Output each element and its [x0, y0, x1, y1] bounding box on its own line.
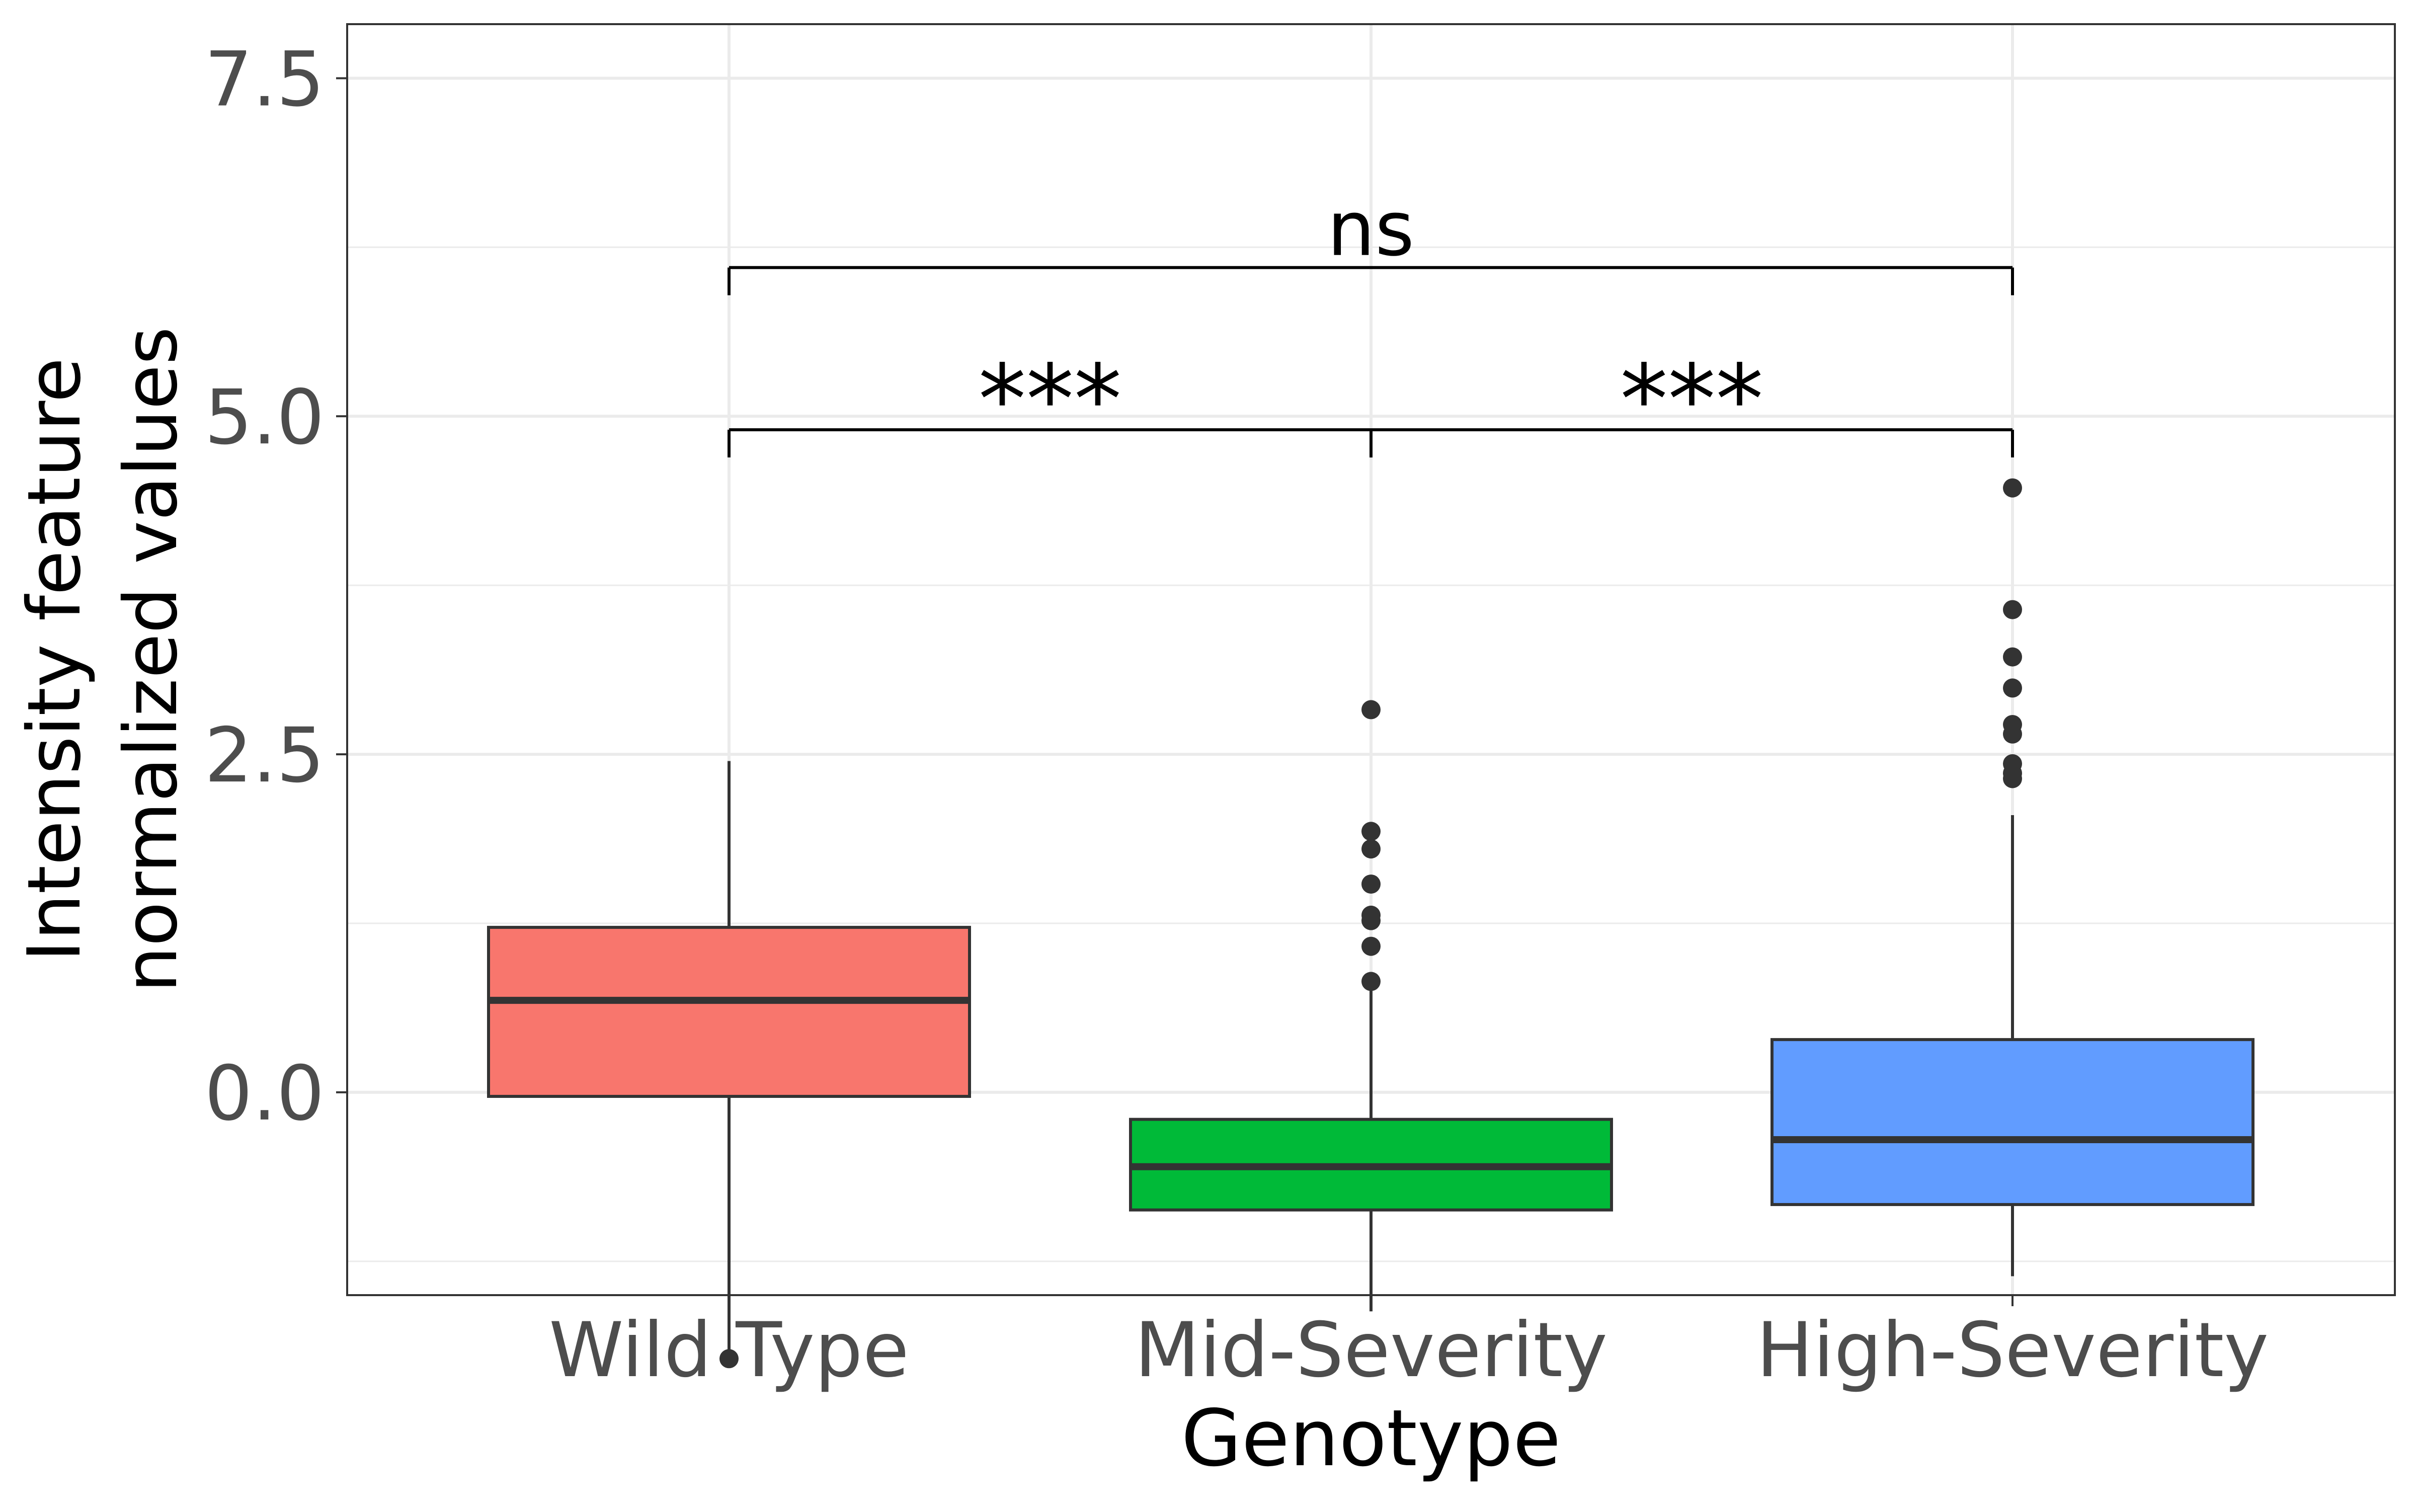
- y-tick-label: 0.0: [204, 1050, 325, 1138]
- x-axis-title: Genotype: [1181, 1393, 1561, 1484]
- box-group: [487, 761, 971, 1369]
- significance-brackets: *** *** ns: [728, 186, 2014, 458]
- x-tick-label: High-Severity: [1756, 1307, 2269, 1394]
- significance-label: ns: [1327, 186, 1414, 273]
- outlier-point: [2003, 754, 2022, 773]
- y-tick-label: 5.0: [204, 374, 325, 461]
- outlier-point: [1361, 839, 1381, 859]
- outlier-point: [2003, 600, 2022, 619]
- outlier-point: [1361, 936, 1381, 956]
- box-body: [487, 926, 971, 1098]
- y-tick-label: 2.5: [204, 712, 325, 800]
- outlier-point: [2003, 478, 2022, 498]
- x-tick-label: Mid-Severity: [1135, 1307, 1607, 1394]
- x-tick-label: Wild Type: [549, 1307, 909, 1394]
- box-body: [1770, 1038, 2255, 1206]
- outlier-point: [2003, 647, 2022, 667]
- outlier-point: [1361, 905, 1381, 925]
- box-layer: [487, 478, 2255, 1369]
- outlier-point: [1361, 874, 1381, 894]
- y-axis-title-line-1: Intensity feature: [12, 358, 97, 962]
- box-group: [1129, 700, 1613, 1312]
- outlier-point: [1361, 822, 1381, 841]
- significance-bracket: ns: [728, 186, 2014, 295]
- outlier-point: [719, 1349, 739, 1369]
- y-tick-label: 7.5: [204, 36, 325, 123]
- significance-bracket: ***: [1370, 344, 2014, 458]
- significance-label: ***: [979, 344, 1122, 455]
- outlier-point: [2003, 678, 2022, 698]
- significance-bracket: ***: [728, 344, 1373, 458]
- box-group: [1770, 478, 2255, 1277]
- outlier-point: [1361, 700, 1381, 720]
- outlier-point: [1361, 972, 1381, 991]
- y-axis-title-line-2: normalized values: [109, 327, 194, 992]
- axis-layer: 0.0 2.5 5.0 7.5 Wild Type Mid-Severity High-Se…: [204, 36, 2269, 1394]
- significance-label: ***: [1620, 344, 1763, 455]
- outlier-point: [2003, 714, 2022, 734]
